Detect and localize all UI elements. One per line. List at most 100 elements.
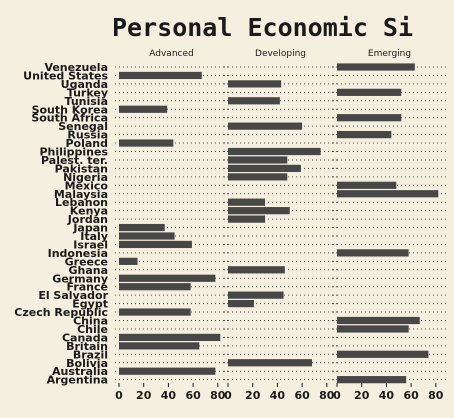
country-label: Argentina — [47, 374, 108, 387]
bar — [337, 181, 397, 189]
country-label: Jordan — [67, 213, 108, 226]
x-tick-label: 0 — [333, 389, 341, 402]
x-tick-label: 0 — [224, 389, 232, 402]
bar — [228, 164, 301, 172]
country-label: Italy — [80, 230, 108, 243]
country-label: Poland — [65, 137, 108, 150]
country-label: Greece — [65, 255, 108, 268]
country-label: Uganda — [61, 78, 108, 91]
country-label: Tunisia — [65, 95, 108, 108]
bar — [228, 97, 280, 105]
x-tick-label: 20 — [354, 389, 370, 402]
bar — [337, 316, 420, 325]
x-tick-label: 20 — [245, 389, 261, 402]
country-label: Israel — [73, 238, 108, 251]
country-label: Canada — [62, 331, 108, 344]
bar — [119, 232, 175, 240]
chart-title: Personal Economic Si — [112, 13, 413, 42]
bar — [119, 139, 174, 147]
country-label: Chile — [77, 323, 108, 336]
x-tick-label: 80 — [428, 389, 444, 402]
country-label: Venezuela — [44, 61, 108, 74]
bar — [337, 131, 392, 139]
bar — [119, 240, 192, 249]
x-tick-label: 40 — [270, 389, 286, 402]
bar — [228, 80, 282, 88]
bar — [228, 266, 285, 274]
country-label: Brazil — [73, 348, 108, 361]
x-tick-label: 20 — [136, 389, 152, 402]
country-label: United States — [23, 69, 108, 82]
x-tick-label: 40 — [161, 389, 177, 402]
country-label: Ghana — [68, 264, 108, 277]
country-label: Czech Republic — [14, 306, 108, 319]
bar — [228, 156, 288, 164]
facet-panel: Developing 0 20 40 60 80 — [224, 49, 337, 402]
country-label: South Korea — [32, 103, 108, 116]
country-label: El Salvador — [38, 289, 108, 302]
bar — [337, 88, 402, 96]
bar — [337, 325, 409, 333]
country-label: France — [67, 281, 108, 294]
facet-panel: Advanced 0 20 40 60 80 — [115, 49, 228, 402]
country-label: China — [73, 315, 108, 328]
bar — [337, 249, 409, 257]
country-label: Lebanon — [55, 196, 108, 209]
x-tick-label: 80 — [319, 389, 335, 402]
country-label: Kenya — [70, 205, 108, 218]
bar — [337, 190, 439, 198]
facet-label: Developing — [255, 49, 306, 59]
country-label: Bolivia — [66, 357, 108, 370]
bar — [119, 308, 191, 316]
country-label: Egypt — [72, 298, 108, 311]
country-label: Turkey — [67, 86, 108, 99]
bar — [228, 359, 312, 367]
x-tick-label: 60 — [185, 389, 201, 402]
x-tick-label: 40 — [379, 389, 395, 402]
facet-label: Emerging — [368, 49, 411, 59]
x-tick-label: 0 — [115, 389, 123, 402]
country-label: Australia — [52, 365, 108, 378]
facet-label: Advanced — [149, 49, 193, 59]
bar — [337, 114, 402, 122]
bar — [228, 198, 266, 206]
facet-panel: Emerging 0 20 40 60 80 — [333, 49, 446, 402]
bar — [119, 333, 221, 341]
bar — [337, 376, 407, 384]
country-label: Russia — [67, 129, 108, 142]
bar — [119, 274, 216, 282]
bar — [228, 173, 288, 181]
country-label: Germany — [52, 272, 108, 285]
bar — [119, 257, 138, 265]
x-tick-label: 60 — [294, 389, 310, 402]
country-label: Britain — [66, 340, 108, 353]
bar — [337, 63, 415, 71]
bar — [119, 105, 168, 113]
bar — [228, 122, 303, 130]
country-label: Palest. ter. — [41, 154, 108, 167]
bar — [228, 215, 266, 223]
bar — [228, 291, 284, 299]
country-label: Indonesia — [48, 247, 108, 260]
bar — [119, 283, 191, 291]
x-tick-label: 80 — [210, 389, 226, 402]
bar — [119, 71, 202, 80]
bar — [337, 350, 429, 358]
bar — [228, 300, 254, 308]
country-label: Nigeria — [63, 171, 108, 184]
country-label: Philippines — [39, 146, 108, 159]
country-label: Japan — [72, 222, 108, 235]
bar — [228, 147, 321, 156]
bar — [228, 207, 290, 215]
country-label: Mexico — [65, 179, 109, 192]
country-label: South Africa — [31, 112, 108, 125]
country-label: Malaysia — [54, 188, 108, 201]
bar — [119, 342, 200, 350]
country-label: Senegal — [58, 120, 108, 133]
bar — [119, 223, 165, 232]
x-tick-label: 60 — [403, 389, 419, 402]
bar — [119, 367, 216, 375]
